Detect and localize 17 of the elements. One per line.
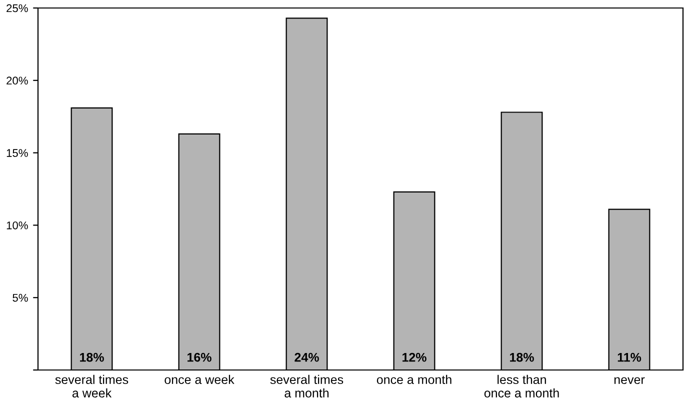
x-tick-label: once a month (376, 374, 452, 384)
data-label: 18% (510, 352, 534, 362)
x-tick-label: several times a week (55, 374, 128, 398)
y-tick-label: 25% (6, 4, 28, 12)
x-tick-label: once a week (164, 374, 234, 384)
x-tick-label: never (614, 377, 645, 384)
x-tick-label: several times a month (270, 374, 344, 398)
data-label: 24% (294, 352, 319, 362)
y-tick-label: 5% (12, 294, 28, 302)
data-label: 18% (80, 352, 104, 362)
y-tick-label: 15% (6, 149, 28, 157)
x-tick-label: less than once a month (484, 374, 559, 398)
data-label: 12% (402, 352, 426, 362)
y-tick-label: 10% (6, 221, 28, 230)
y-tick-label: 20% (6, 76, 28, 85)
data-label: 16% (188, 352, 212, 362)
data-label: 11% (618, 352, 642, 362)
